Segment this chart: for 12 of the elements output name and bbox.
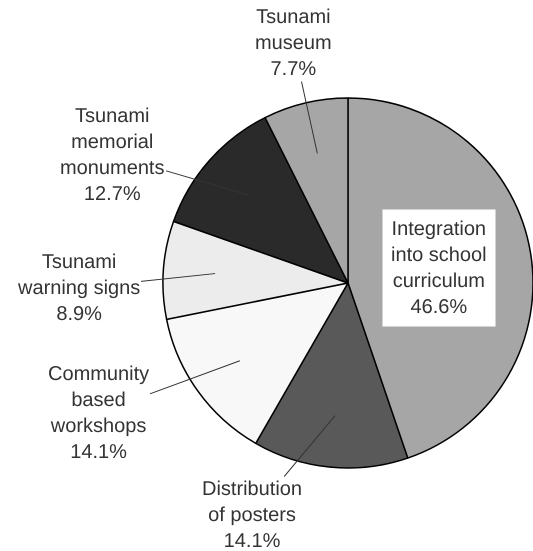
slice-label: Tsunami memorial monuments [60,105,164,179]
data-label: 14.1% [70,441,128,463]
slice-label: Distribution of posters [202,478,302,526]
data-label: 46.6% [410,296,468,318]
data-label: 7.7% [270,58,316,80]
slice-label: Community based workshops [48,363,150,437]
slice-label: Integration into school curriculum [391,218,487,292]
slice-label: Tsunami warning signs [17,251,140,299]
data-label: 14.1% [224,530,281,551]
data-label: 8.9% [56,303,102,325]
slice-label: Tsunami museum [255,6,332,54]
data-label: 12.7% [84,183,141,205]
